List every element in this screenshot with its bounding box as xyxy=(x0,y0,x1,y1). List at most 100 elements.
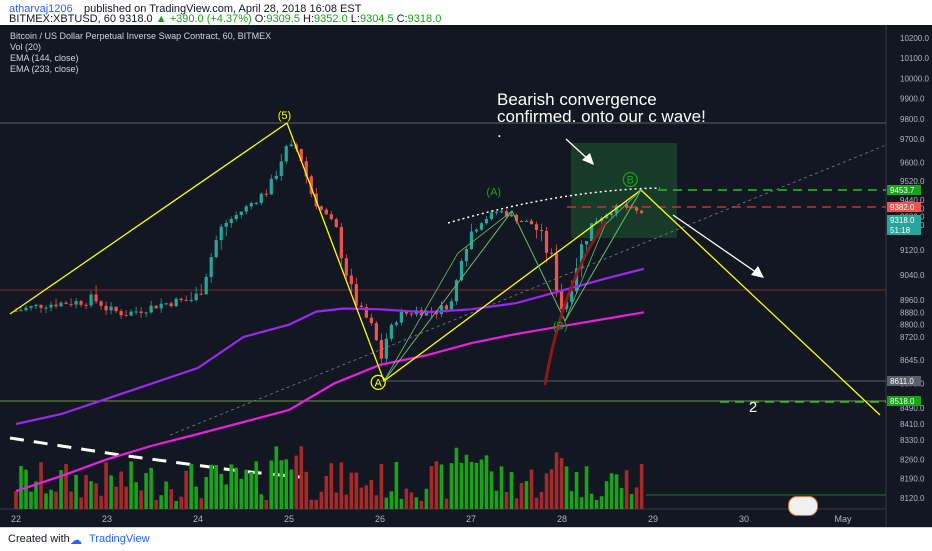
volume-bar xyxy=(229,464,234,509)
candle-body xyxy=(214,240,218,258)
indicator-volume[interactable]: Vol (20) xyxy=(10,42,42,52)
volume-bar xyxy=(529,469,534,509)
price-badge-label: 9318.0 xyxy=(890,216,915,225)
annotation-line-2: confirmed. onto our c wave! xyxy=(497,107,706,126)
volume-bar xyxy=(474,462,479,509)
candle-body xyxy=(229,219,233,223)
candle-body xyxy=(284,146,288,162)
indicator-ema-144[interactable]: EMA (144, close) xyxy=(10,53,79,63)
volume-bar xyxy=(589,493,594,509)
candle-body xyxy=(19,310,23,312)
price-tick-label: 9120.0 xyxy=(900,246,925,255)
wave-label: (5) xyxy=(278,110,291,122)
candle-body xyxy=(179,298,183,301)
candle-body xyxy=(159,303,163,309)
trendline xyxy=(169,144,887,436)
indicator-ema-233[interactable]: EMA (233, close) xyxy=(10,64,79,74)
volume-bar xyxy=(84,475,88,509)
candle-body xyxy=(149,305,153,313)
volume-bar xyxy=(154,500,158,509)
close-value: 9318.0 xyxy=(407,13,442,25)
candle-body xyxy=(119,311,123,316)
volume-bar xyxy=(454,447,459,509)
price-tick-label: 8260.0 xyxy=(900,455,925,464)
price-badge-label: 8518.0 xyxy=(890,397,915,406)
price-badge-label: 8611.0 xyxy=(890,377,914,386)
candle-body xyxy=(259,193,263,203)
tradingview-link[interactable]: TradingView xyxy=(89,533,150,545)
price-tick-label: 9900.0 xyxy=(900,95,925,104)
candle-body xyxy=(409,313,413,315)
wave-label-2: 2 xyxy=(749,399,757,416)
price-axis-area xyxy=(886,25,932,527)
volume-bar xyxy=(54,491,58,509)
volume-bar xyxy=(399,498,404,509)
volume-bar xyxy=(634,487,639,509)
candle-body xyxy=(244,206,248,212)
candle-body xyxy=(394,322,398,325)
candle-body xyxy=(514,214,519,222)
wave-label: (B) xyxy=(553,320,568,332)
volume-bar xyxy=(24,469,28,509)
candle-body xyxy=(39,304,43,308)
candle-body xyxy=(509,214,514,217)
price-chart[interactable]: 8120.08190.08260.08330.08410.08490.08570… xyxy=(0,25,932,527)
candle-body xyxy=(484,218,489,224)
candle-body xyxy=(304,161,308,177)
volume-bar xyxy=(114,486,118,509)
abc-subwave-line xyxy=(383,189,642,382)
candle-body xyxy=(324,209,328,215)
candle-body xyxy=(34,304,38,307)
volume-bar xyxy=(489,471,494,509)
candle-body xyxy=(74,301,78,305)
volume-bar xyxy=(74,474,78,509)
volume-bar xyxy=(554,452,559,509)
volume-bar xyxy=(514,498,519,509)
candle-body xyxy=(615,205,619,214)
candle-body xyxy=(154,305,158,309)
volume-bar xyxy=(394,461,399,509)
volume-bar xyxy=(44,493,48,509)
candle-body xyxy=(144,312,148,314)
candle-body xyxy=(534,224,539,230)
candle-body xyxy=(249,203,253,207)
candle-body xyxy=(464,249,469,262)
candle-body xyxy=(574,268,579,292)
volume-bar xyxy=(34,481,38,509)
price-badge xyxy=(887,215,921,225)
projection-arrow xyxy=(672,214,761,276)
volume-bar xyxy=(169,489,173,509)
wave-label-circle xyxy=(622,171,638,188)
projection-arrow-head xyxy=(751,266,764,278)
candle-body xyxy=(54,304,58,307)
volume-bar xyxy=(174,500,178,509)
volume-bar xyxy=(619,487,624,509)
chart-panel[interactable]: 8120.08190.08260.08330.08410.08490.08570… xyxy=(0,25,932,527)
candle-body xyxy=(640,210,644,214)
volume-bar xyxy=(599,496,604,509)
candle-body xyxy=(49,304,53,308)
volume-bar xyxy=(509,471,514,509)
change-value: +390.0 (+4.37%) xyxy=(169,13,252,25)
volume-bar xyxy=(309,499,314,509)
candle-body xyxy=(209,257,213,277)
volume-bar xyxy=(179,496,183,509)
volume-bar xyxy=(219,473,224,509)
chart-title: Bitcoin / US Dollar Perpetual Inverse Sw… xyxy=(10,31,272,41)
volume-bar xyxy=(209,464,213,509)
volume-bar xyxy=(29,491,33,509)
candle-body xyxy=(384,338,388,359)
volume-bar xyxy=(519,482,524,509)
volume-bar xyxy=(364,485,369,509)
publish-info: published on TradingView.com, April 28, … xyxy=(84,3,362,15)
time-tick-label: 26 xyxy=(375,514,385,524)
candle-body xyxy=(14,310,18,312)
candle-body xyxy=(554,253,559,291)
candle-body xyxy=(184,300,188,302)
footer-bar: Created with ☁ TradingView xyxy=(0,527,932,551)
volume-bar xyxy=(419,500,424,509)
volume-bar xyxy=(79,497,83,509)
wave-label: (A) xyxy=(486,186,501,198)
volume-bar xyxy=(639,464,644,509)
author-link[interactable]: atharvaj1206 xyxy=(9,3,73,15)
